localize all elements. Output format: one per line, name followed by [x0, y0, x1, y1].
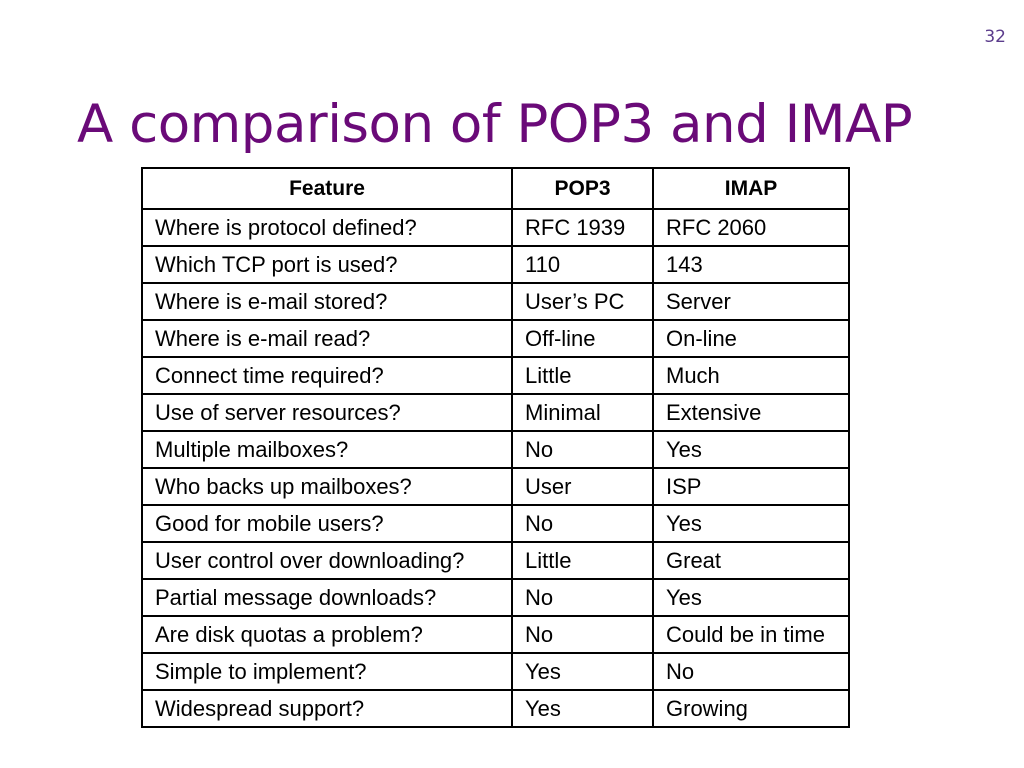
imap-cell: No	[652, 652, 850, 691]
pop3-cell: Little	[511, 356, 654, 395]
table-row: Where is e-mail read? Off-line On-line	[141, 319, 850, 358]
header-imap: IMAP	[652, 167, 850, 210]
imap-cell: Yes	[652, 504, 850, 543]
imap-cell: Could be in time	[652, 615, 850, 654]
feature-cell: Multiple mailboxes?	[141, 430, 513, 469]
pop3-cell: No	[511, 504, 654, 543]
feature-cell: Who backs up mailboxes?	[141, 467, 513, 506]
comparison-table: Feature POP3 IMAP Where is protocol defi…	[141, 167, 850, 728]
imap-cell: RFC 2060	[652, 208, 850, 247]
feature-cell: Where is e-mail read?	[141, 319, 513, 358]
feature-cell: Partial message downloads?	[141, 578, 513, 617]
pop3-cell: RFC 1939	[511, 208, 654, 247]
imap-cell: Yes	[652, 578, 850, 617]
table-row: Connect time required? Little Much	[141, 356, 850, 395]
table-row: Good for mobile users? No Yes	[141, 504, 850, 543]
header-feature: Feature	[141, 167, 513, 210]
slide-title: A comparison of POP3 and IMAP	[77, 94, 913, 155]
pop3-cell: Minimal	[511, 393, 654, 432]
feature-cell: Good for mobile users?	[141, 504, 513, 543]
imap-cell: ISP	[652, 467, 850, 506]
feature-cell: Simple to implement?	[141, 652, 513, 691]
table-row: Partial message downloads? No Yes	[141, 578, 850, 617]
imap-cell: Great	[652, 541, 850, 580]
pop3-cell: Yes	[511, 652, 654, 691]
feature-cell: Use of server resources?	[141, 393, 513, 432]
feature-cell: Connect time required?	[141, 356, 513, 395]
table-row: Are disk quotas a problem? No Could be in …	[141, 615, 850, 654]
feature-cell: Are disk quotas a problem?	[141, 615, 513, 654]
pop3-cell: Little	[511, 541, 654, 580]
pop3-cell: User’s PC	[511, 282, 654, 321]
feature-cell: Where is e-mail stored?	[141, 282, 513, 321]
slide-number: 32	[984, 27, 1006, 47]
pop3-cell: No	[511, 615, 654, 654]
table-row: User control over downloading? Little Grea…	[141, 541, 850, 580]
imap-cell: Yes	[652, 430, 850, 469]
table-row: Where is protocol defined? RFC 1939 RFC 20…	[141, 208, 850, 247]
pop3-cell: Off-line	[511, 319, 654, 358]
table-row: Where is e-mail stored? User’s PC Server	[141, 282, 850, 321]
imap-cell: 143	[652, 245, 850, 284]
imap-cell: On-line	[652, 319, 850, 358]
imap-cell: Server	[652, 282, 850, 321]
pop3-cell: No	[511, 430, 654, 469]
imap-cell: Growing	[652, 689, 850, 728]
imap-cell: Much	[652, 356, 850, 395]
pop3-cell: Yes	[511, 689, 654, 728]
table-row: Who backs up mailboxes? User ISP	[141, 467, 850, 506]
table-row: Simple to implement? Yes No	[141, 652, 850, 691]
table-row: Widespread support? Yes Growing	[141, 689, 850, 728]
table-row: Which TCP port is used? 110 143	[141, 245, 850, 284]
pop3-cell: User	[511, 467, 654, 506]
feature-cell: User control over downloading?	[141, 541, 513, 580]
pop3-cell: 110	[511, 245, 654, 284]
table-header-row: Feature POP3 IMAP	[141, 167, 850, 210]
imap-cell: Extensive	[652, 393, 850, 432]
table-row: Multiple mailboxes? No Yes	[141, 430, 850, 469]
feature-cell: Which TCP port is used?	[141, 245, 513, 284]
pop3-cell: No	[511, 578, 654, 617]
table-body: Where is protocol defined? RFC 1939 RFC 20…	[141, 208, 850, 728]
table-row: Use of server resources? Minimal Extensive	[141, 393, 850, 432]
feature-cell: Where is protocol defined?	[141, 208, 513, 247]
header-pop3: POP3	[511, 167, 654, 210]
feature-cell: Widespread support?	[141, 689, 513, 728]
